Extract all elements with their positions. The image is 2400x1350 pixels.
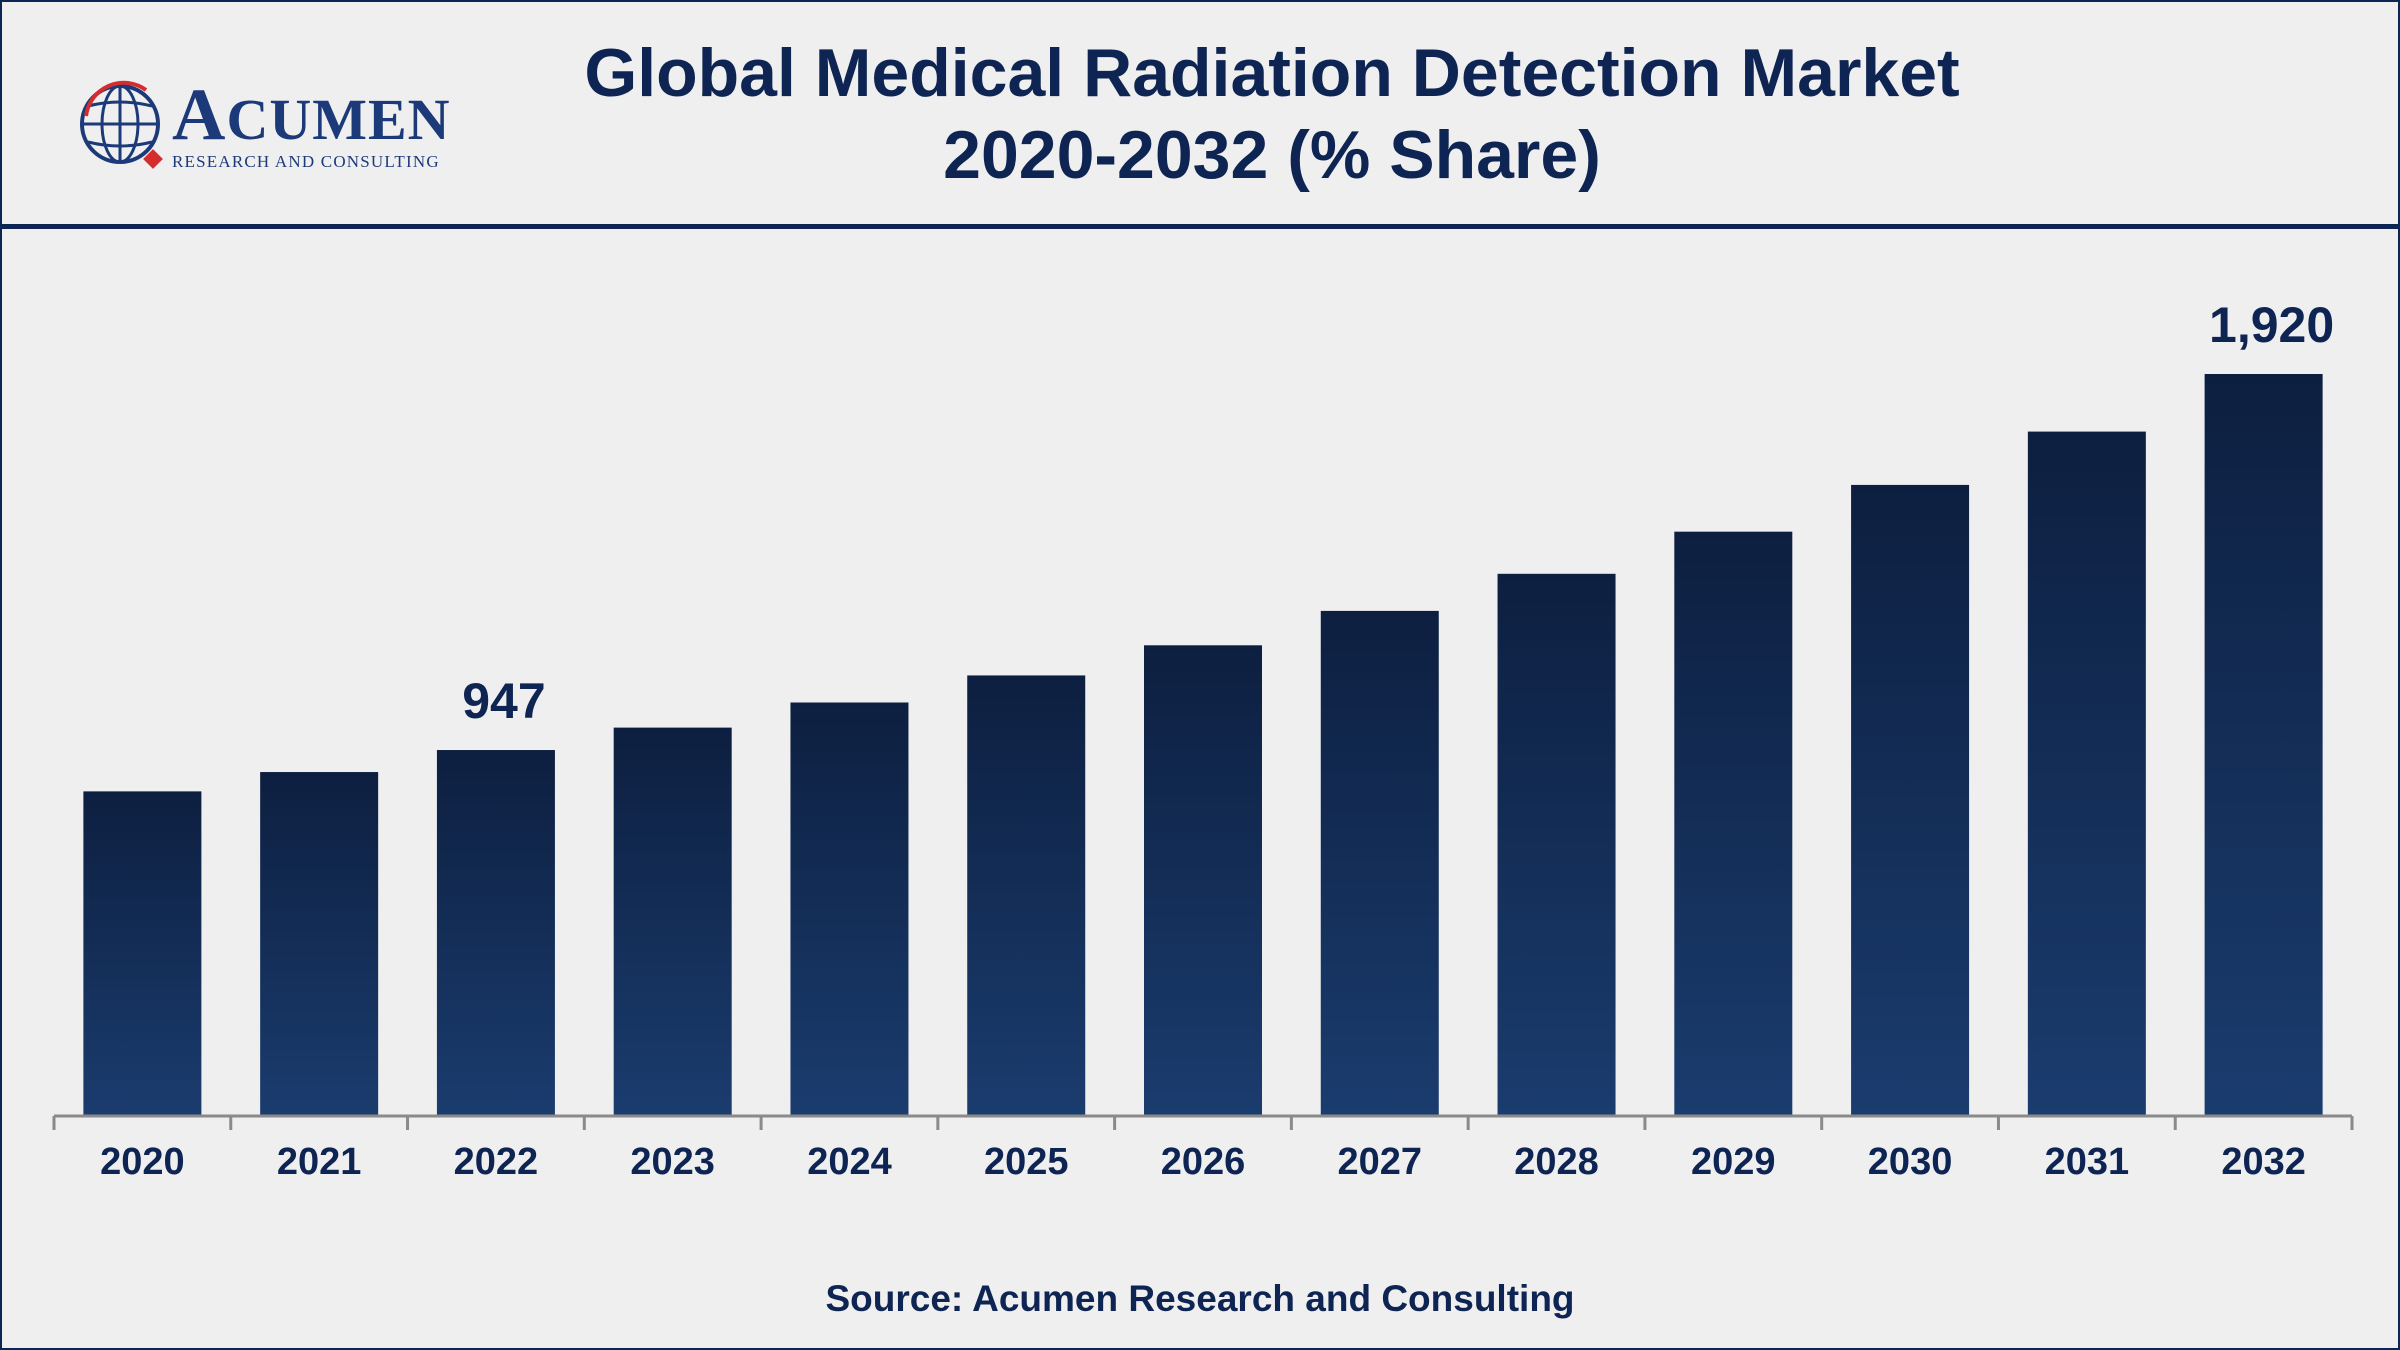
bar-2023 [613, 727, 732, 1116]
x-tick-label: 2026 [1161, 1141, 1246, 1183]
bar-2028 [1497, 573, 1616, 1116]
logo-wordmark: ACUMEN [172, 74, 451, 156]
x-tick-label: 2031 [2045, 1141, 2130, 1183]
chart-title: Global Medical Radiation Detection Marke… [472, 32, 2072, 196]
x-tick-label: 2020 [100, 1141, 185, 1183]
bar-2027 [1320, 610, 1439, 1116]
bar-2022 [436, 750, 555, 1116]
x-tick-label: 2030 [1868, 1141, 1953, 1183]
data-label: 947 [462, 673, 545, 729]
x-tick-label: 2032 [2221, 1141, 2306, 1183]
x-tick-label: 2021 [277, 1141, 362, 1183]
logo: ACUMEN RESEARCH AND CONSULTING [76, 76, 466, 176]
x-tick-label: 2028 [1514, 1141, 1599, 1183]
bar-2031 [2027, 431, 2146, 1117]
bar-2024 [790, 702, 909, 1116]
labels-group: 2020 2021 2022 947 2023 2024 2025 2026 2027 2028 2… [100, 297, 2334, 1183]
bar-2029 [1674, 531, 1793, 1116]
bar-2021 [260, 772, 379, 1116]
x-tick-label: 2022 [454, 1141, 539, 1183]
x-axis [52, 1114, 2354, 1130]
data-label: 1,920 [2209, 297, 2334, 353]
chart-title-line-1: Global Medical Radiation Detection Marke… [584, 35, 1960, 111]
bar-2020 [83, 791, 202, 1116]
globe-icon [80, 80, 163, 169]
bar-2026 [1144, 645, 1262, 1116]
bar-2025 [967, 675, 1086, 1116]
x-tick-label: 2029 [1691, 1141, 1776, 1183]
bars-group [83, 374, 2323, 1117]
x-tick-label: 2023 [630, 1141, 715, 1183]
bar-2032 [2204, 374, 2323, 1116]
chart-title-line-2: 2020-2032 (% Share) [943, 117, 1601, 193]
header-divider [2, 224, 2398, 229]
x-tick-label: 2027 [1337, 1141, 1422, 1183]
logo-tagline: RESEARCH AND CONSULTING [172, 152, 440, 171]
x-tick-label: 2024 [807, 1141, 892, 1183]
source-note: Source: Acumen Research and Consulting [825, 1278, 1575, 1319]
x-tick-label: 2025 [984, 1141, 1069, 1183]
header: ACUMEN RESEARCH AND CONSULTING Global Me… [2, 2, 2398, 224]
bar-2030 [1851, 484, 1970, 1116]
